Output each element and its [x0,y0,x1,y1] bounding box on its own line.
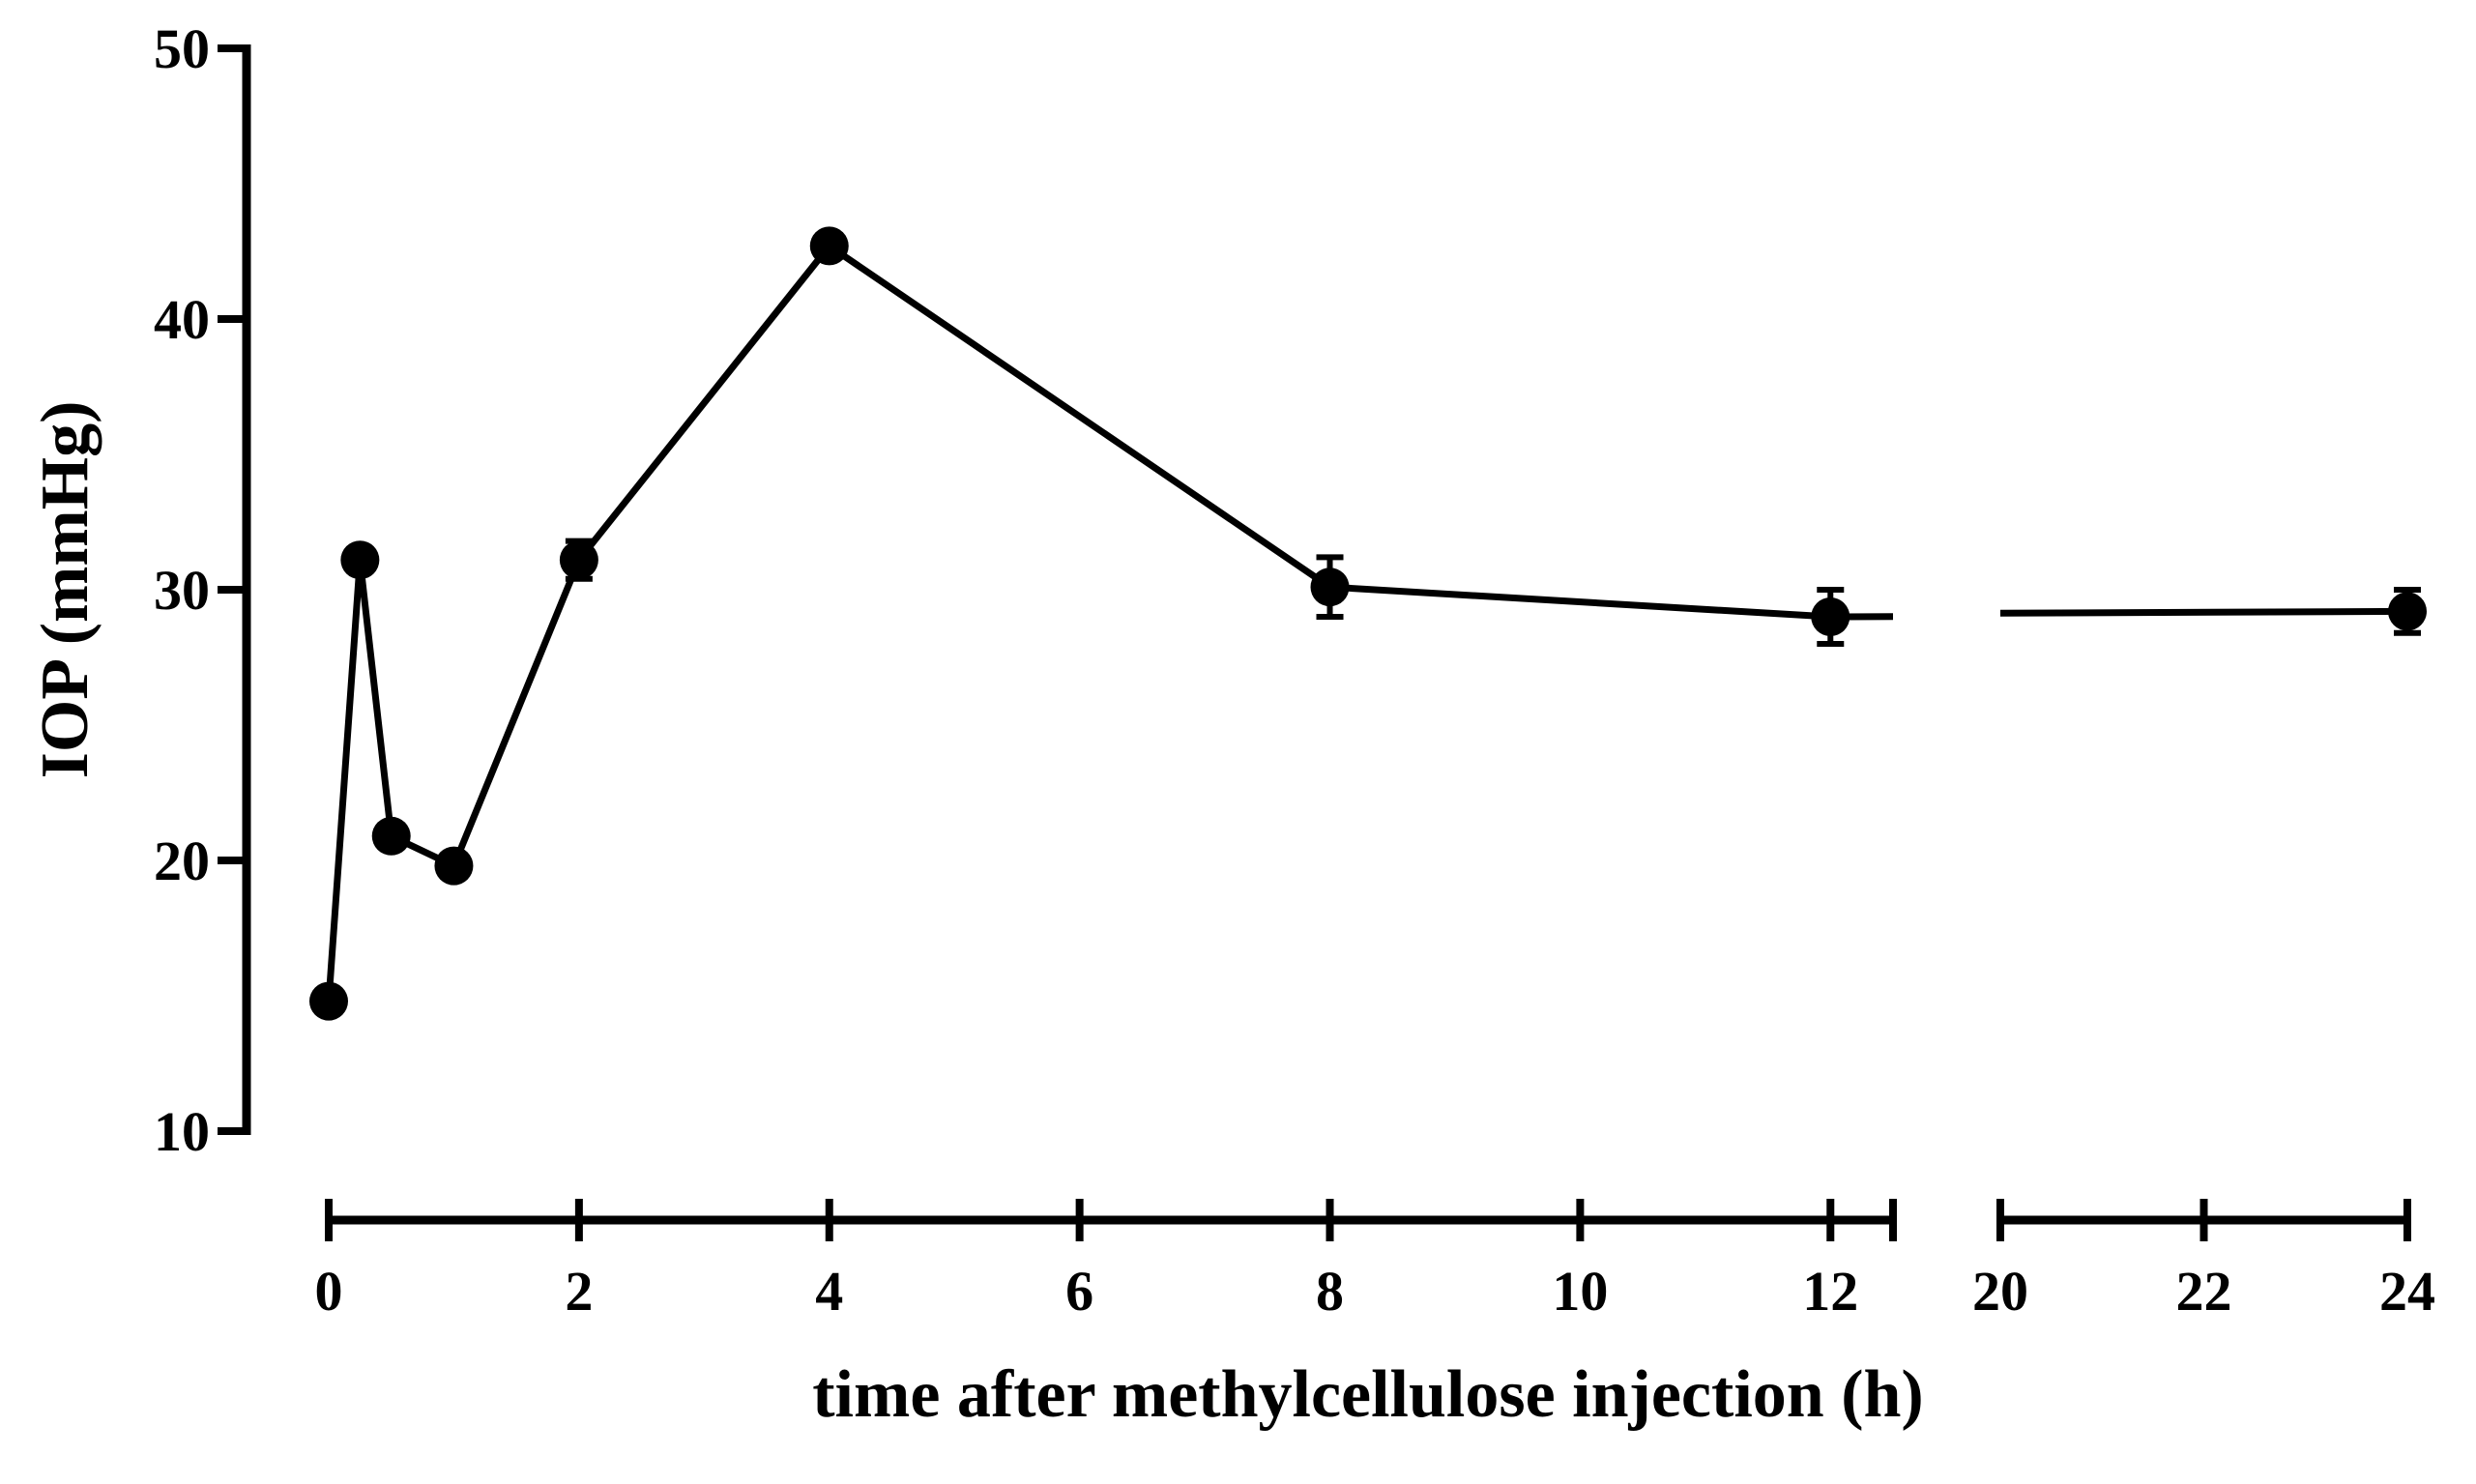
y-axis-title: IOP (mmHg) [28,401,102,779]
x-tick-label: 12 [1802,1260,1858,1323]
series-line [325,243,2408,1002]
y-axis-ticks: 10 20 30 40 50 [154,17,247,1163]
series-layer [309,226,2427,1021]
y-tick-label: 10 [154,1100,210,1163]
x-tick-label: 22 [2176,1260,2232,1323]
x-tick-label: 6 [1065,1260,1093,1323]
y-tick-label: 20 [154,829,210,892]
data-point [371,816,411,856]
data-point [2388,592,2427,631]
data-point [1310,567,1350,607]
x-tick-label: 10 [1552,1260,1608,1323]
data-point [1811,597,1850,636]
data-point [309,981,348,1021]
x-axis: 0 2 4 6 8 10 12 20 22 24 [315,1199,2435,1323]
x-tick-label: 0 [315,1260,343,1323]
data-point [809,226,849,266]
x-tick-label: 24 [2379,1260,2435,1323]
y-tick-label: 50 [154,17,210,80]
x-axis-title: time after methylcellulose injection (h) [812,1357,1924,1432]
x-tick-label: 8 [1316,1260,1344,1323]
x-tick-label: 20 [1972,1260,2028,1323]
x-tick-label: 2 [565,1260,593,1323]
y-tick-label: 40 [154,288,210,351]
data-point [340,540,380,580]
data-point [559,540,598,580]
x-tick-label: 4 [815,1260,843,1323]
y-tick-label: 30 [154,559,210,622]
data-point [434,846,474,886]
